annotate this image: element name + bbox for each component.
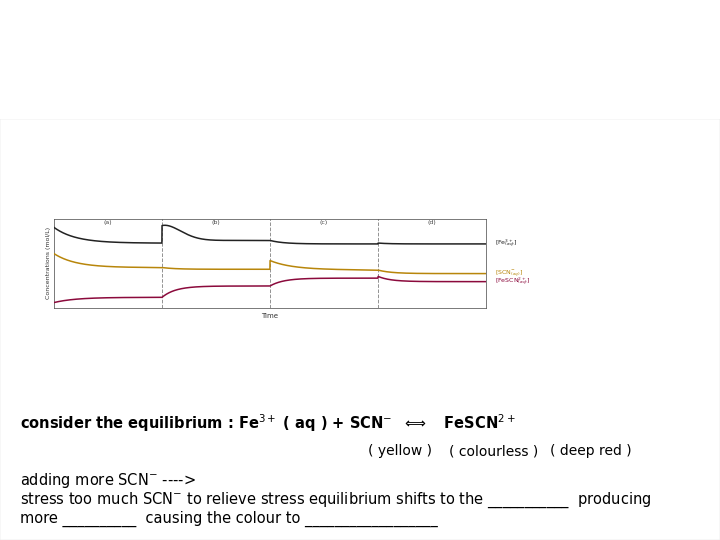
Text: (b): (b): [212, 220, 220, 225]
Y-axis label: Concentrations (mol/L): Concentrations (mol/L): [46, 227, 51, 299]
Text: (d): (d): [428, 220, 436, 225]
Text: [SCN$^{-}_{(aq)}$]: [SCN$^{-}_{(aq)}$]: [495, 268, 523, 279]
Text: (a): (a): [104, 220, 112, 225]
Text: consider the equilibrium : Fe$^{3+}$ ( aq ) + SCN$^{-}$  $\Longleftrightarrow$  : consider the equilibrium : Fe$^{3+}$ ( a…: [20, 413, 516, 434]
Text: stress too much SCN$^{-}$ to relieve stress equilibrium shifts to the __________: stress too much SCN$^{-}$ to relieve str…: [20, 491, 652, 510]
Text: [FeSCN$^{2+}_{(aq)}$]: [FeSCN$^{2+}_{(aq)}$]: [495, 275, 531, 288]
Text: more __________  causing the colour to __________________: more __________ causing the colour to __…: [20, 511, 438, 527]
Text: adding more SCN$^{-}$ ---->: adding more SCN$^{-}$ ---->: [20, 471, 196, 490]
Text: ( deep red ): ( deep red ): [549, 444, 631, 458]
Text: ( colourless ): ( colourless ): [449, 444, 538, 458]
X-axis label: Time: Time: [261, 313, 279, 319]
Text: (c): (c): [320, 220, 328, 225]
FancyBboxPatch shape: [0, 119, 720, 540]
Text: [Fe$^{3+}_{(aq)}$]: [Fe$^{3+}_{(aq)}$]: [495, 238, 518, 250]
Text: ( yellow ): ( yellow ): [368, 444, 431, 458]
